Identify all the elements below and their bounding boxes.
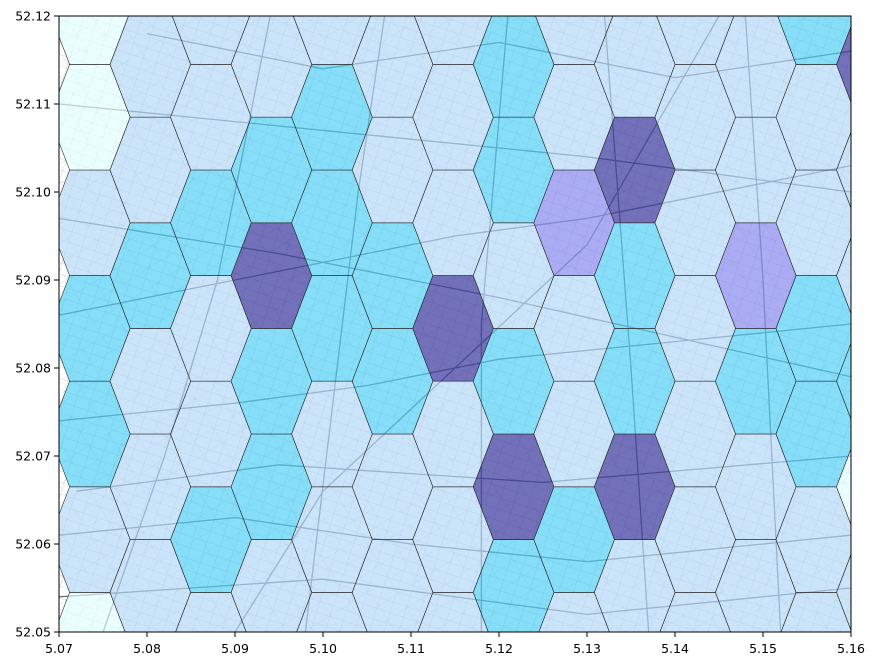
hex-cell [110,0,191,12]
hex-cell [473,0,554,12]
hex-cell [594,0,675,12]
x-tick-label: 5.15 [749,641,777,656]
x-axis: 5.07 5.08 5.09 5.10 5.11 5.12 5.13 5.14 5.15 5.16 [45,632,865,656]
y-tick-label: 52.10 [15,185,51,200]
x-tick-label: 5.16 [837,641,865,656]
hex-cell [837,0,876,12]
y-tick-label: 52.12 [15,9,51,24]
hex-cell [352,0,433,12]
hex-cell [231,0,312,12]
x-tick-label: 5.14 [661,641,689,656]
hex-cell [715,0,796,12]
x-tick-label: 5.08 [133,641,161,656]
y-axis: 52.05 52.06 52.07 52.08 52.09 52.10 52.11 52.12 [15,9,59,640]
x-tick-label: 5.07 [45,641,73,656]
x-tick-label: 5.10 [309,641,337,656]
y-tick-label: 52.07 [15,449,51,464]
hexbin-layer [49,0,876,665]
x-tick-label: 5.11 [397,641,425,656]
x-tick-label: 5.09 [221,641,249,656]
x-tick-label: 5.13 [573,641,601,656]
y-tick-label: 52.05 [15,625,51,640]
y-tick-label: 52.09 [15,273,51,288]
y-tick-label: 52.11 [15,97,51,112]
x-tick-label: 5.12 [485,641,513,656]
y-tick-label: 52.06 [15,537,51,552]
y-tick-label: 52.08 [15,361,51,376]
